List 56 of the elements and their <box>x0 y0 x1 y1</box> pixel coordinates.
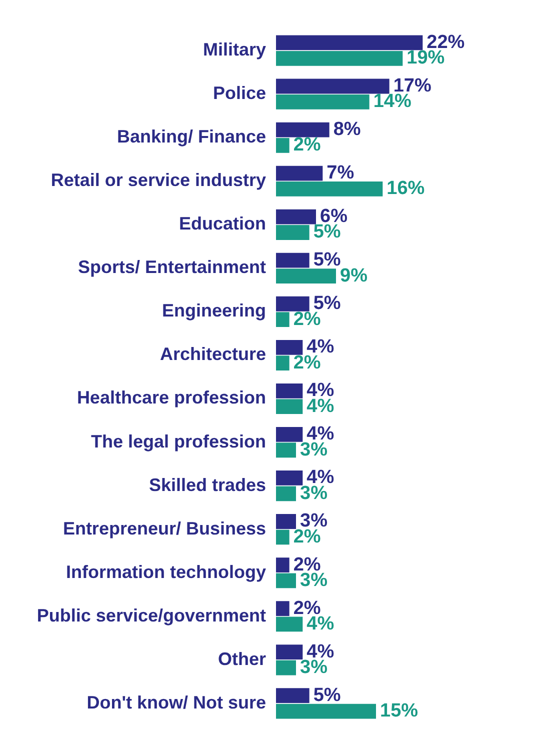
bar <box>276 122 330 138</box>
bar <box>276 486 296 502</box>
bar <box>276 94 370 110</box>
bar <box>276 442 296 458</box>
y-tick-label: The legal profession <box>90 431 266 452</box>
bar <box>276 312 290 327</box>
data-label: 15% <box>380 700 418 722</box>
bar <box>276 530 290 545</box>
bar <box>276 601 290 616</box>
y-tick-label: Entrepreneur/ Business <box>62 518 266 538</box>
data-label: 5% <box>313 250 341 271</box>
data-label: 2% <box>293 134 321 156</box>
bar <box>276 644 303 660</box>
data-label: 16% <box>386 178 425 200</box>
bar <box>276 356 290 371</box>
bar <box>276 573 296 588</box>
bar <box>276 399 303 414</box>
y-tick-label: Information technology <box>66 562 266 582</box>
y-tick-label: Police <box>212 83 266 104</box>
bar <box>276 704 376 719</box>
bar <box>276 340 303 355</box>
bar <box>276 268 336 284</box>
bar <box>276 225 310 240</box>
bar <box>276 252 310 268</box>
y-tick-label: Skilled trades <box>148 474 266 495</box>
bar <box>276 688 310 704</box>
bar <box>276 138 290 153</box>
bar <box>276 166 323 181</box>
bar <box>276 182 383 196</box>
bar <box>276 514 296 529</box>
bar <box>276 50 403 66</box>
y-tick-label: Healthcare profession <box>76 388 266 408</box>
y-tick-label: Education <box>178 214 266 234</box>
y-tick-label: Engineering <box>162 300 266 321</box>
y-tick-label: Don't know/ Not sure <box>86 692 266 712</box>
bar <box>276 616 303 632</box>
bar <box>276 558 290 572</box>
bar <box>276 383 303 398</box>
bar <box>276 78 390 94</box>
bar <box>276 470 303 486</box>
data-label: 5% <box>313 684 341 706</box>
data-label: 7% <box>326 162 354 184</box>
y-tick-label: Sports/ Entertainment <box>78 257 266 278</box>
bar <box>276 296 310 312</box>
y-tick-label: Architecture <box>160 344 266 364</box>
bar <box>276 35 423 50</box>
data-label: 8% <box>333 119 361 140</box>
y-tick-label: Public service/government <box>36 605 266 626</box>
bar <box>276 427 303 442</box>
bar <box>276 209 316 224</box>
data-label: 9% <box>340 265 368 286</box>
bar <box>276 660 296 676</box>
y-tick-label: Banking/ Finance <box>116 126 266 147</box>
y-tick-label: Military <box>202 40 266 60</box>
y-tick-label: Retail or service industry <box>50 170 266 190</box>
y-tick-label: Other <box>218 648 266 669</box>
